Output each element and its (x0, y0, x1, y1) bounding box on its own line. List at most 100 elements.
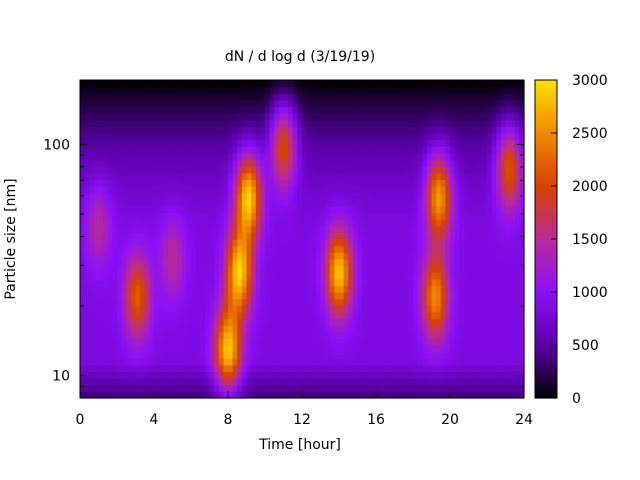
heatmap-cell (436, 331, 442, 339)
heatmap-cell (186, 199, 192, 207)
heatmap-cell (265, 245, 271, 253)
heatmap-cell (519, 239, 525, 247)
colorbar-segment (535, 223, 557, 227)
heatmap-cell (376, 378, 382, 386)
heatmap-cell (366, 192, 372, 200)
heatmap-cell (292, 278, 298, 286)
heatmap-cell (232, 232, 238, 240)
heatmap-cell (158, 351, 164, 359)
heatmap-cell (440, 272, 446, 280)
heatmap-cell (232, 86, 238, 94)
heatmap-cell (269, 384, 275, 392)
colorbar-segment (535, 379, 557, 383)
heatmap-cell (278, 152, 285, 161)
heatmap-cell (500, 351, 507, 359)
heatmap-cell (459, 186, 465, 194)
heatmap-cell (223, 325, 229, 333)
heatmap-cell (232, 186, 238, 194)
heatmap-cell (376, 99, 382, 108)
heatmap-cell (362, 86, 368, 94)
heatmap-cell (482, 99, 488, 108)
heatmap-cell (283, 311, 289, 320)
heatmap-cell (459, 133, 465, 141)
heatmap-cell (241, 172, 248, 180)
heatmap-cell (223, 146, 229, 154)
heatmap-cell (473, 159, 479, 167)
heatmap-cell (352, 192, 359, 200)
heatmap-cell (130, 113, 137, 121)
heatmap-cell (348, 119, 354, 127)
heatmap-cell (376, 245, 382, 253)
heatmap-cell (135, 391, 141, 399)
heatmap-cell (265, 205, 271, 214)
heatmap-cell (172, 219, 178, 227)
heatmap-cell (89, 318, 95, 326)
heatmap-cell (121, 205, 127, 214)
heatmap-cell (357, 199, 363, 207)
heatmap-cell (417, 219, 423, 227)
heatmap-cell (228, 345, 234, 353)
heatmap-cell (98, 318, 104, 326)
heatmap-cell (107, 272, 113, 280)
heatmap-cell (89, 239, 95, 247)
heatmap-cell (426, 166, 433, 174)
heatmap-cell (93, 325, 100, 333)
heatmap-cell (117, 86, 123, 94)
heatmap-cell (315, 212, 322, 220)
heatmap-cell (362, 278, 368, 286)
heatmap-cell (292, 113, 298, 121)
heatmap-cell (389, 258, 396, 267)
heatmap-cell (260, 179, 266, 187)
heatmap-cell (144, 166, 150, 174)
heatmap-cell (505, 119, 511, 127)
heatmap-cell (195, 351, 201, 359)
heatmap-cell (385, 298, 391, 306)
heatmap-cell (473, 371, 479, 379)
heatmap-cell (140, 245, 146, 253)
heatmap-cell (103, 351, 109, 359)
heatmap-cell (477, 272, 483, 280)
heatmap-cell (204, 278, 211, 286)
heatmap-cell (417, 199, 423, 207)
heatmap-cell (334, 86, 340, 94)
heatmap-cell (463, 86, 470, 94)
heatmap-cell (371, 285, 377, 293)
heatmap-cell (121, 258, 127, 267)
heatmap-cell (241, 225, 248, 233)
heatmap-cell (186, 186, 192, 194)
heatmap-cell (339, 265, 345, 273)
heatmap-cell (195, 358, 201, 366)
heatmap-cell (89, 378, 95, 386)
heatmap-cell (320, 225, 326, 233)
heatmap-cell (228, 305, 234, 313)
heatmap-cell (269, 186, 275, 194)
heatmap-cell (348, 358, 354, 366)
heatmap-cell (255, 166, 261, 174)
heatmap-cell (181, 179, 187, 187)
heatmap-cell (278, 179, 285, 187)
heatmap-cell (366, 292, 372, 300)
heatmap-cell (417, 166, 423, 174)
heatmap-cell (371, 318, 377, 326)
heatmap-cell (380, 292, 386, 300)
heatmap-cell (366, 338, 372, 346)
heatmap-cell (112, 139, 118, 147)
heatmap-cell (496, 219, 502, 227)
heatmap-cell (477, 212, 483, 220)
heatmap-cell (496, 212, 502, 220)
heatmap-cell (394, 232, 400, 240)
heatmap-cell (149, 384, 155, 392)
heatmap-cell (413, 99, 419, 108)
heatmap-cell (204, 331, 211, 339)
heatmap-cell (477, 152, 483, 161)
heatmap-cell (181, 205, 187, 214)
heatmap-cell (89, 285, 95, 293)
heatmap-cell (491, 199, 497, 207)
heatmap-cell (251, 86, 257, 94)
heatmap-cell (84, 126, 90, 134)
heatmap-cell (149, 351, 155, 359)
colorbar-segment (535, 114, 557, 118)
heatmap-cell (445, 212, 451, 220)
heatmap-cell (362, 391, 368, 399)
heatmap-cell (385, 119, 391, 127)
